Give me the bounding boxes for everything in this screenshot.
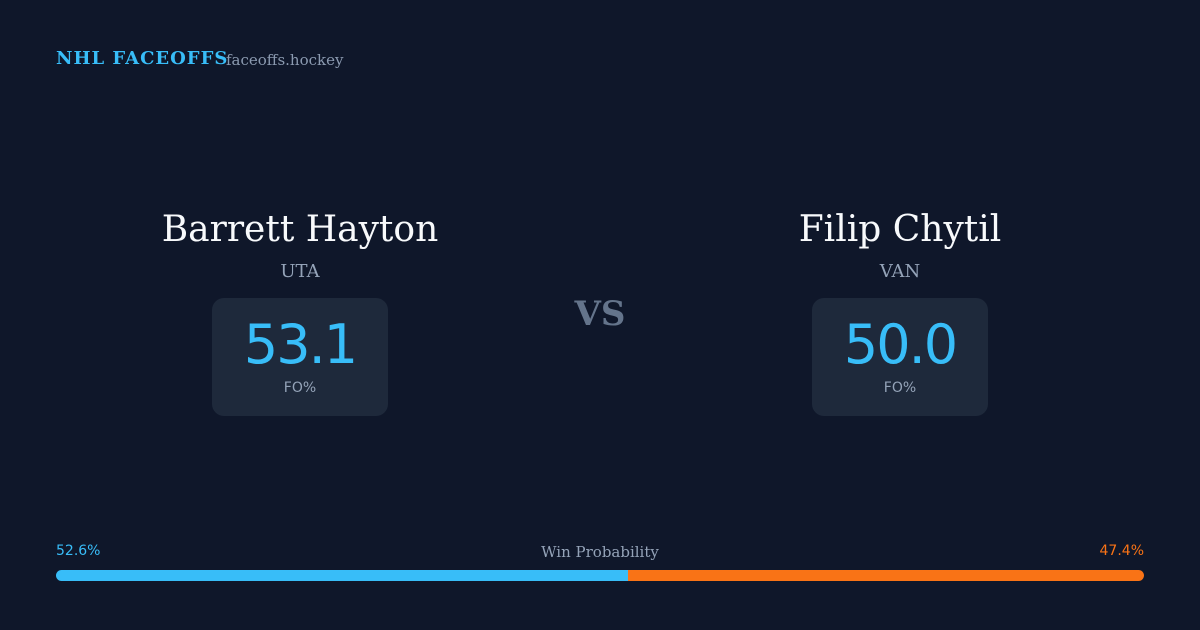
- fo-pct: 50.0: [843, 313, 958, 376]
- player-team: VAN: [879, 261, 921, 282]
- player-team: UTA: [280, 261, 320, 282]
- player-name: Filip Chytil: [798, 209, 1002, 250]
- win-right-label: 47.4%: [1099, 543, 1144, 559]
- fo-label: FO%: [883, 380, 917, 396]
- fo-pct: 53.1: [243, 313, 358, 376]
- win-bar-left: [56, 570, 629, 581]
- win-label: Win Probability: [541, 543, 659, 561]
- player-left: Barrett Hayton UTA 53.1 FO%: [60, 205, 540, 416]
- win-left-label: 52.6%: [56, 543, 101, 559]
- stat-box: 50.0 FO%: [811, 298, 989, 416]
- win-bar: [56, 570, 1144, 581]
- player-right: Filip Chytil VAN 50.0 FO%: [660, 205, 1140, 416]
- player-name: Barrett Hayton: [161, 209, 439, 250]
- brand: NHL FACEOFFS: [56, 48, 229, 69]
- vs: VS: [574, 294, 626, 334]
- fo-label: FO%: [283, 380, 317, 396]
- site: faceoffs.hockey: [226, 51, 344, 69]
- stat-box: 53.1 FO%: [211, 298, 389, 416]
- win-bar-right: [628, 570, 1144, 581]
